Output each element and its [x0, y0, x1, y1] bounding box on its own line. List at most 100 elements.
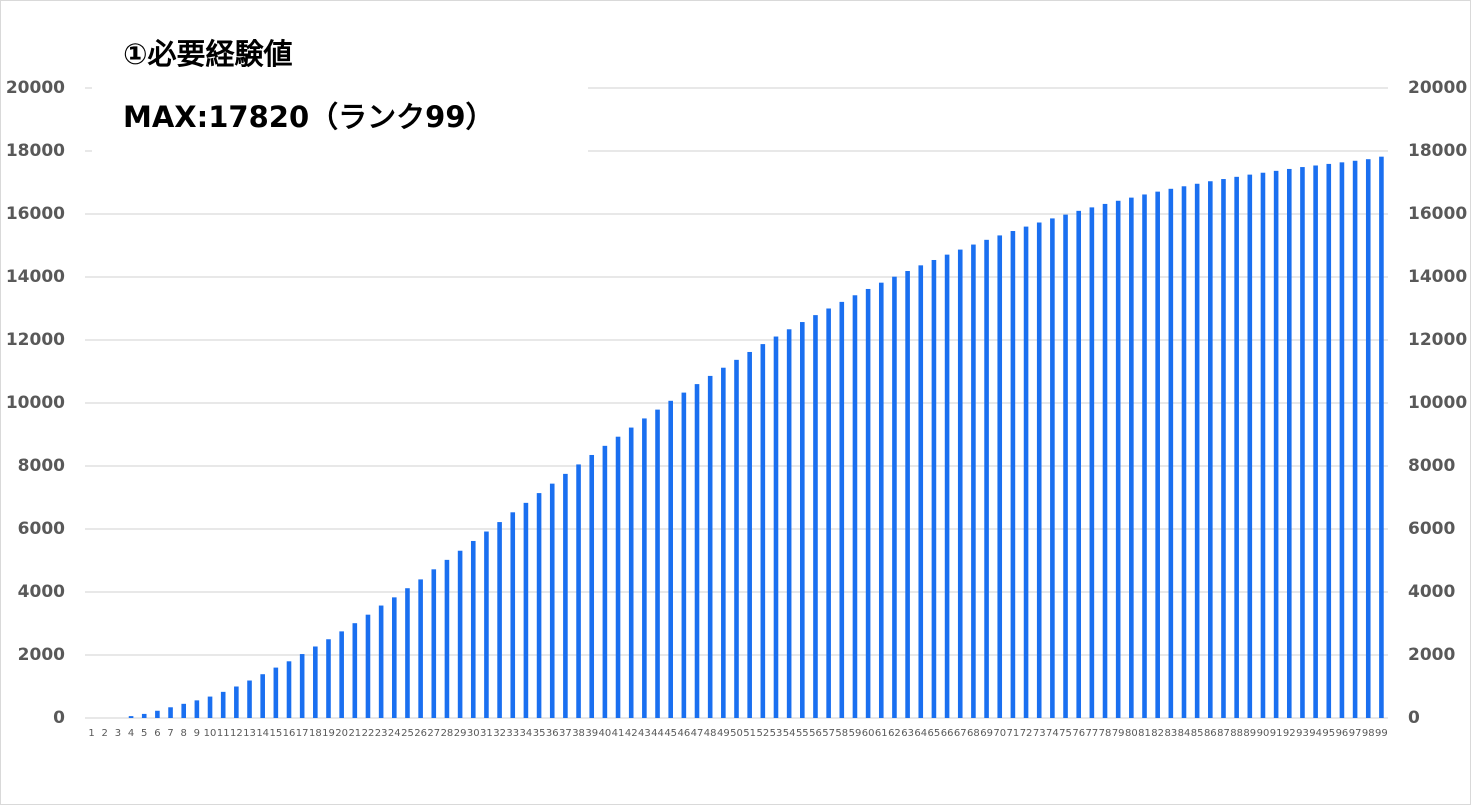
bar [405, 588, 410, 718]
y2-tick-label: 16000 [1408, 204, 1467, 224]
x-tick-label: 64 [914, 728, 927, 739]
bar [1379, 156, 1384, 719]
bar [247, 680, 252, 718]
bar [800, 322, 805, 718]
x-tick-label: 15 [269, 728, 282, 739]
x-tick-label: 79 [1112, 728, 1125, 739]
x-tick-label: 3 [115, 728, 121, 739]
y-tick-label: 8000 [18, 456, 65, 476]
y2-tick-label: 4000 [1408, 582, 1455, 602]
chart-subtitle: MAX:17820（ランク99） [123, 100, 495, 134]
x-tick-label: 17 [296, 728, 309, 739]
x-tick-label: 70 [993, 728, 1006, 739]
bar [1260, 172, 1266, 719]
bar [1221, 179, 1226, 718]
x-tick-label: 63 [901, 728, 914, 739]
y2-tick-label: 20000 [1408, 78, 1467, 98]
x-tick-label: 59 [849, 728, 862, 739]
x-tick-label: 25 [401, 728, 414, 739]
y2-tick-label: 2000 [1408, 645, 1455, 665]
x-tick-label: 18 [309, 728, 322, 739]
bar [997, 235, 1003, 719]
bar [168, 707, 173, 718]
bar [694, 384, 700, 718]
y2-tick-label: 18000 [1408, 141, 1467, 161]
bar [1208, 181, 1213, 719]
x-tick-label: 97 [1349, 728, 1362, 739]
x-tick-label: 69 [980, 728, 993, 739]
x-tick-label: 76 [1072, 728, 1085, 739]
bar [1326, 163, 1332, 719]
bar [1286, 168, 1292, 718]
bar [615, 436, 621, 718]
x-tick-label: 75 [1059, 728, 1072, 739]
x-tick-label: 35 [533, 728, 546, 739]
bar [352, 623, 358, 718]
bar [1313, 165, 1318, 719]
x-tick-label: 93 [1296, 728, 1309, 739]
bar [326, 639, 331, 718]
bar [1102, 203, 1108, 719]
bar [299, 654, 305, 718]
y-tick-label: 12000 [6, 330, 65, 350]
x-tick-label: 33 [506, 728, 519, 739]
x-tick-label: 26 [414, 728, 427, 739]
bar [1234, 176, 1239, 718]
bar [1339, 162, 1345, 719]
bar [1010, 231, 1016, 718]
x-tick-label: 44 [651, 728, 664, 739]
x-tick-label: 36 [546, 728, 559, 739]
bar [931, 259, 937, 718]
bar [826, 308, 831, 718]
bar [905, 271, 910, 718]
x-tick-label: 87 [1217, 728, 1230, 739]
bar [602, 445, 608, 718]
x-tick-label: 53 [770, 728, 783, 739]
bar [1036, 222, 1042, 718]
x-tick-label: 22 [362, 728, 375, 739]
bar [813, 315, 818, 718]
x-tick-label: 86 [1204, 728, 1217, 739]
bar [681, 392, 687, 718]
x-tick-label: 45 [664, 728, 677, 739]
x-tick-label: 71 [1007, 728, 1020, 739]
x-tick-label: 39 [585, 728, 598, 739]
bar [589, 454, 595, 718]
bar [220, 691, 226, 718]
x-tick-label: 50 [730, 728, 743, 739]
x-tick-label: 16 [283, 728, 296, 739]
x-tick-label: 30 [467, 728, 480, 739]
bar [971, 244, 976, 718]
x-tick-label: 14 [256, 728, 269, 739]
bar [1076, 210, 1082, 718]
x-tick-label: 47 [691, 728, 704, 739]
x-tick-label: 73 [1033, 728, 1046, 739]
y2-tick-label: 14000 [1408, 267, 1467, 287]
x-tick-label: 62 [888, 728, 901, 739]
bar [418, 579, 423, 718]
bar [1352, 160, 1358, 718]
bar [339, 631, 344, 718]
bar [1129, 197, 1134, 718]
bar [773, 336, 779, 718]
x-tick-label: 24 [388, 728, 401, 739]
bar [194, 700, 200, 718]
bar [391, 597, 397, 718]
x-tick-label: 88 [1230, 728, 1243, 739]
bar [207, 696, 213, 718]
x-tick-label: 55 [796, 728, 809, 739]
y-tick-label: 0 [53, 708, 65, 728]
bar [1300, 167, 1305, 718]
x-tick-label: 95 [1322, 728, 1335, 739]
chart-title: ①必要経験値 [123, 37, 293, 71]
y2-tick-label: 10000 [1408, 393, 1467, 413]
x-tick-label: 74 [1046, 728, 1059, 739]
bar [1089, 207, 1095, 718]
x-tick-label: 57 [822, 728, 835, 739]
bar [260, 674, 265, 718]
x-tick-label: 7 [167, 728, 173, 739]
x-tick-label: 80 [1125, 728, 1138, 739]
bar [234, 686, 239, 718]
y-tick-label: 6000 [18, 519, 65, 539]
